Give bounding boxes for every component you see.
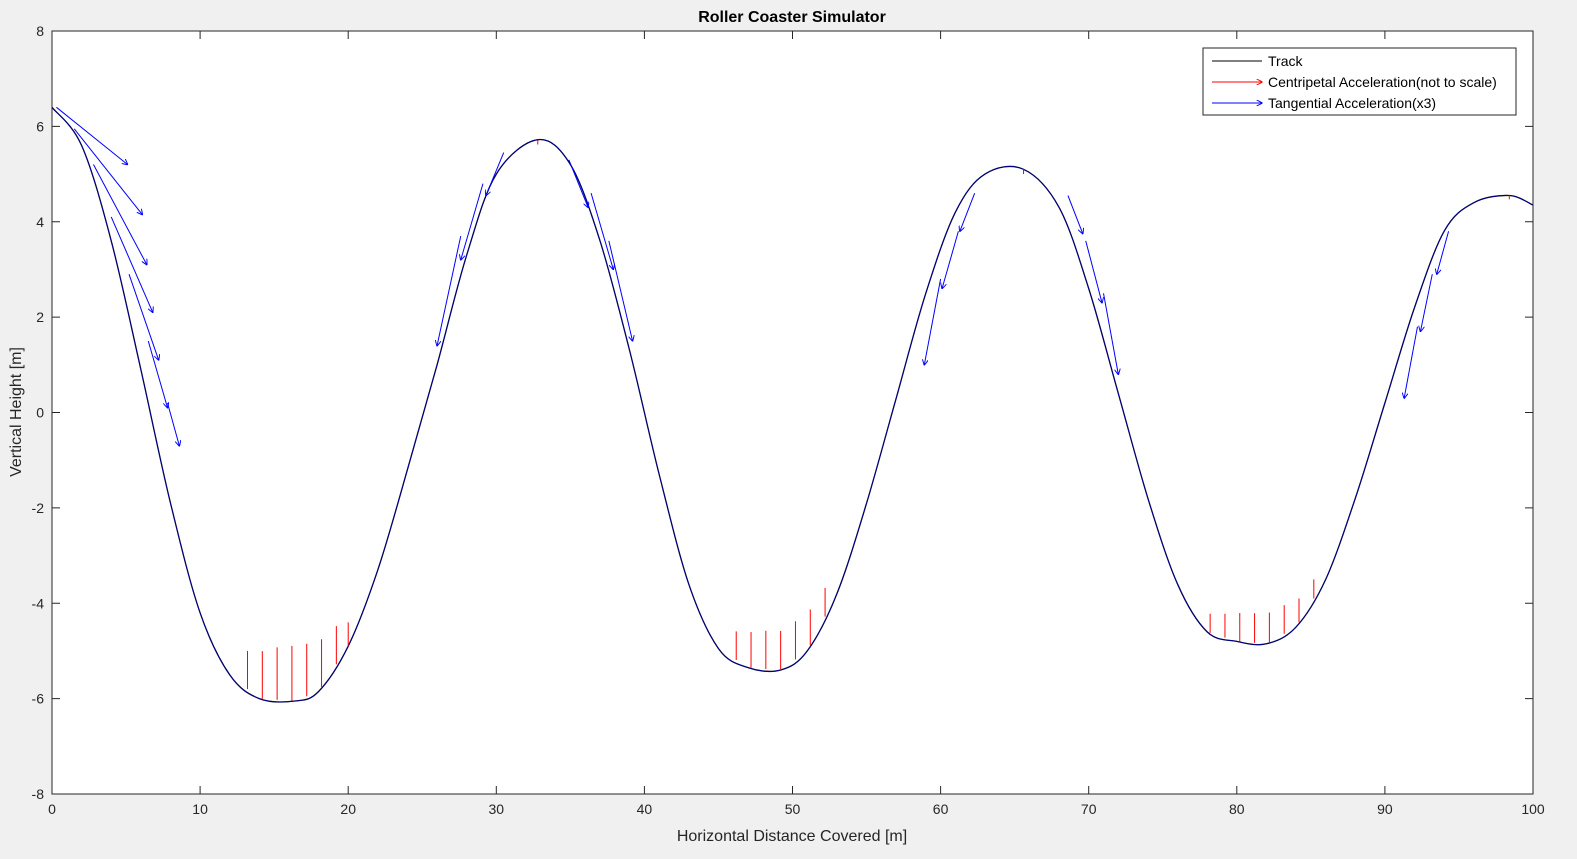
- y-tick-label: 2: [36, 309, 44, 325]
- tangential-arrow: [942, 231, 959, 288]
- plot-area: [52, 31, 1533, 794]
- y-axis-label: Vertical Height [m]: [8, 347, 25, 477]
- tangential-arrow: [608, 240, 633, 341]
- x-axis-ticks: 0 10 20 30 40 50 60 70 80 90 100: [48, 31, 1545, 817]
- y-tick-label: -6: [32, 691, 45, 707]
- y-axis-ticks: -8 -6 -4 -2 0 2 4 6 8: [32, 23, 1533, 802]
- tangential-arrow: [110, 216, 152, 312]
- y-tick-label: 0: [36, 405, 44, 421]
- tangential-arrow: [1085, 240, 1102, 303]
- y-tick-label: 4: [36, 214, 44, 230]
- x-tick-label: 100: [1521, 801, 1545, 817]
- tangential-arrow: [1437, 231, 1450, 274]
- tangential-arrow: [147, 340, 167, 408]
- tangential-arrow: [1420, 274, 1433, 331]
- x-tick-label: 80: [1229, 801, 1245, 817]
- x-axis-label: Horizontal Distance Covered [m]: [677, 828, 907, 845]
- y-tick-label: -2: [32, 500, 45, 516]
- tangential-arrow: [167, 402, 180, 446]
- x-tick-label: 20: [340, 801, 356, 817]
- tangential-arrow: [568, 159, 588, 208]
- legend-centripetal-label: Centripetal Acceleration(not to scale): [1268, 74, 1497, 90]
- chart-title: Roller Coaster Simulator: [698, 9, 886, 26]
- x-tick-label: 60: [933, 801, 949, 817]
- tangential-arrow: [437, 235, 462, 346]
- x-tick-label: 40: [637, 801, 653, 817]
- tangential-arrow: [1404, 326, 1418, 399]
- x-tick-label: 50: [785, 801, 801, 817]
- x-tick-label: 10: [192, 801, 208, 817]
- tangential-arrow: [1103, 293, 1119, 374]
- tangential-arrows: [56, 106, 1450, 446]
- tangential-arrow: [93, 164, 146, 265]
- tangential-arrow: [960, 192, 976, 231]
- y-tick-label: -8: [32, 786, 45, 802]
- y-tick-label: 6: [36, 118, 44, 134]
- tangential-arrow: [461, 183, 484, 260]
- x-tick-label: 90: [1377, 801, 1393, 817]
- centripetal-arrows: [246, 139, 1510, 701]
- tangential-arrow: [590, 192, 613, 269]
- y-tick-label: -4: [32, 595, 45, 611]
- tangential-arrow: [924, 278, 942, 365]
- tangential-arrow: [1067, 195, 1083, 234]
- tangential-arrow: [56, 106, 127, 164]
- x-tick-label: 0: [48, 801, 56, 817]
- x-tick-label: 70: [1081, 801, 1097, 817]
- x-tick-label: 30: [489, 801, 505, 817]
- legend-track-label: Track: [1268, 53, 1303, 69]
- y-tick-label: 8: [36, 23, 44, 39]
- legend-tangential-label: Tangential Acceleration(x3): [1268, 95, 1436, 111]
- tangential-arrow: [128, 274, 159, 360]
- tangential-arrow: [73, 128, 142, 215]
- plot-frame: [51, 30, 1534, 795]
- tangential-arrow: [486, 152, 505, 196]
- legend: Track Centripetal Acceleration(not to sc…: [1202, 47, 1517, 116]
